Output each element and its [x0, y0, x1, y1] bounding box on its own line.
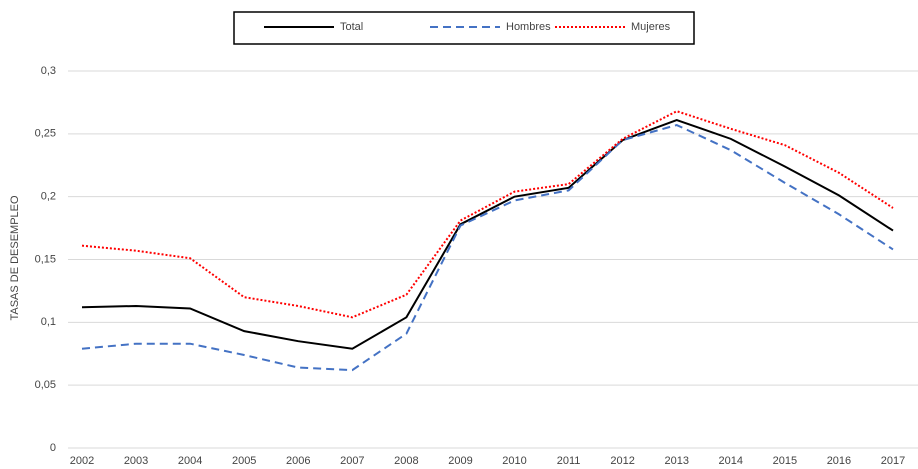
y-tick-label: 0,25: [35, 128, 56, 140]
x-tick-label: 2015: [773, 455, 797, 467]
x-tick-label: 2011: [557, 455, 581, 467]
y-axis-label: TASAS DE DESEMPLEO: [9, 195, 21, 321]
x-tick-label: 2007: [340, 455, 364, 467]
x-tick-label: 2003: [124, 455, 148, 467]
x-tick-label: 2009: [448, 455, 472, 467]
y-tick-label: 0,3: [41, 65, 56, 77]
series-line: [81, 110, 894, 319]
series-line: [81, 123, 894, 372]
series-line: [81, 118, 894, 350]
x-tick-label: 2014: [719, 455, 743, 467]
x-tick-label: 2017: [881, 455, 905, 467]
y-tick-label: 0,1: [41, 316, 56, 328]
legend-label: Mujeres: [631, 21, 671, 33]
x-tick-label: 2004: [178, 455, 202, 467]
x-tick-label: 2006: [286, 455, 310, 467]
x-tick-label: 2005: [232, 455, 256, 467]
y-tick-label: 0,15: [35, 253, 56, 265]
x-tick-label: 2008: [394, 455, 418, 467]
x-tick-label: 2013: [664, 455, 688, 467]
x-tick-label: 2002: [70, 455, 94, 467]
y-tick-label: 0,05: [35, 379, 56, 391]
x-tick-label: 2016: [827, 455, 851, 467]
y-tick-label: 0: [50, 442, 56, 454]
legend-label: Hombres: [506, 21, 551, 33]
x-tick-label: 2012: [610, 455, 634, 467]
x-tick-label: 2010: [502, 455, 526, 467]
legend-label: Total: [340, 21, 363, 33]
y-tick-label: 0,2: [41, 191, 56, 203]
